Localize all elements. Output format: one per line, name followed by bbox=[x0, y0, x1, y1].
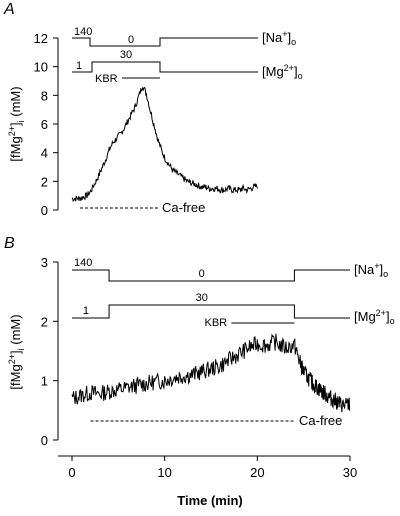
panel-a-mg-low: 1 bbox=[76, 60, 82, 72]
panel-b-ylabel: [fMg2+]i (mM) bbox=[7, 314, 26, 389]
panel-a-ylabel: [fMg2+]i (mM) bbox=[7, 86, 26, 161]
panel-a-ytick-label: 4 bbox=[41, 146, 48, 161]
panel-b-mg-protocol bbox=[72, 304, 350, 319]
panel-b-mg-low: 1 bbox=[83, 305, 89, 317]
panel-a-ytick-label: 6 bbox=[41, 117, 48, 132]
panel-b-xtick-label: 0 bbox=[68, 465, 75, 480]
panel-a-na-label: [Na+]o bbox=[262, 29, 296, 47]
panel-b-na-label: [Na+]o bbox=[354, 261, 388, 279]
panel-b-kbr-label: KBR bbox=[205, 317, 228, 329]
panel-b-na-protocol bbox=[72, 269, 350, 282]
panel-b-xtick-label: 20 bbox=[250, 465, 264, 480]
panel-a-ytick-label: 12 bbox=[34, 31, 48, 46]
panel-b-na-low: 0 bbox=[199, 268, 205, 280]
panel-b-na-high: 140 bbox=[74, 257, 92, 269]
panel-b-ytick-label: 1 bbox=[41, 374, 48, 389]
panel-b-mg-high: 30 bbox=[196, 292, 208, 304]
panel-a-kbr-label: KBR bbox=[95, 73, 118, 85]
panel-a-na-high: 140 bbox=[74, 26, 92, 38]
panel-a-na-protocol bbox=[72, 37, 258, 47]
panel-a-mg-label: [Mg2+]o bbox=[262, 63, 303, 81]
panel-b-xlabel: Time (min) bbox=[177, 493, 243, 508]
panel-a-mg-protocol bbox=[72, 61, 258, 73]
panel-b-mg-label: [Mg2+]o bbox=[354, 308, 395, 326]
panel-b-cafree-label: Ca-free bbox=[299, 413, 342, 428]
panel-b-ytick-label: 2 bbox=[41, 314, 48, 329]
panel-b-letter: B bbox=[4, 235, 15, 252]
panel-b-xtick-label: 30 bbox=[343, 465, 357, 480]
panel-b-xtick-label: 10 bbox=[157, 465, 171, 480]
panel-b-ytick-label: 0 bbox=[41, 433, 48, 448]
panel-a-trace bbox=[71, 86, 258, 203]
panel-a-mg-high: 30 bbox=[120, 49, 132, 61]
panel-b-trace bbox=[71, 333, 351, 413]
panel-a-na-low: 0 bbox=[128, 34, 134, 46]
panel-a-letter: A bbox=[3, 1, 15, 18]
panel-a-ytick-label: 8 bbox=[41, 88, 48, 103]
panel-a-ytick-label: 10 bbox=[34, 60, 48, 75]
panel-b-ytick-label: 3 bbox=[41, 255, 48, 270]
panel-a-ytick-label: 0 bbox=[41, 203, 48, 218]
panel-a-ytick-label: 2 bbox=[41, 174, 48, 189]
panel-a-cafree-label: Ca-free bbox=[162, 200, 205, 215]
